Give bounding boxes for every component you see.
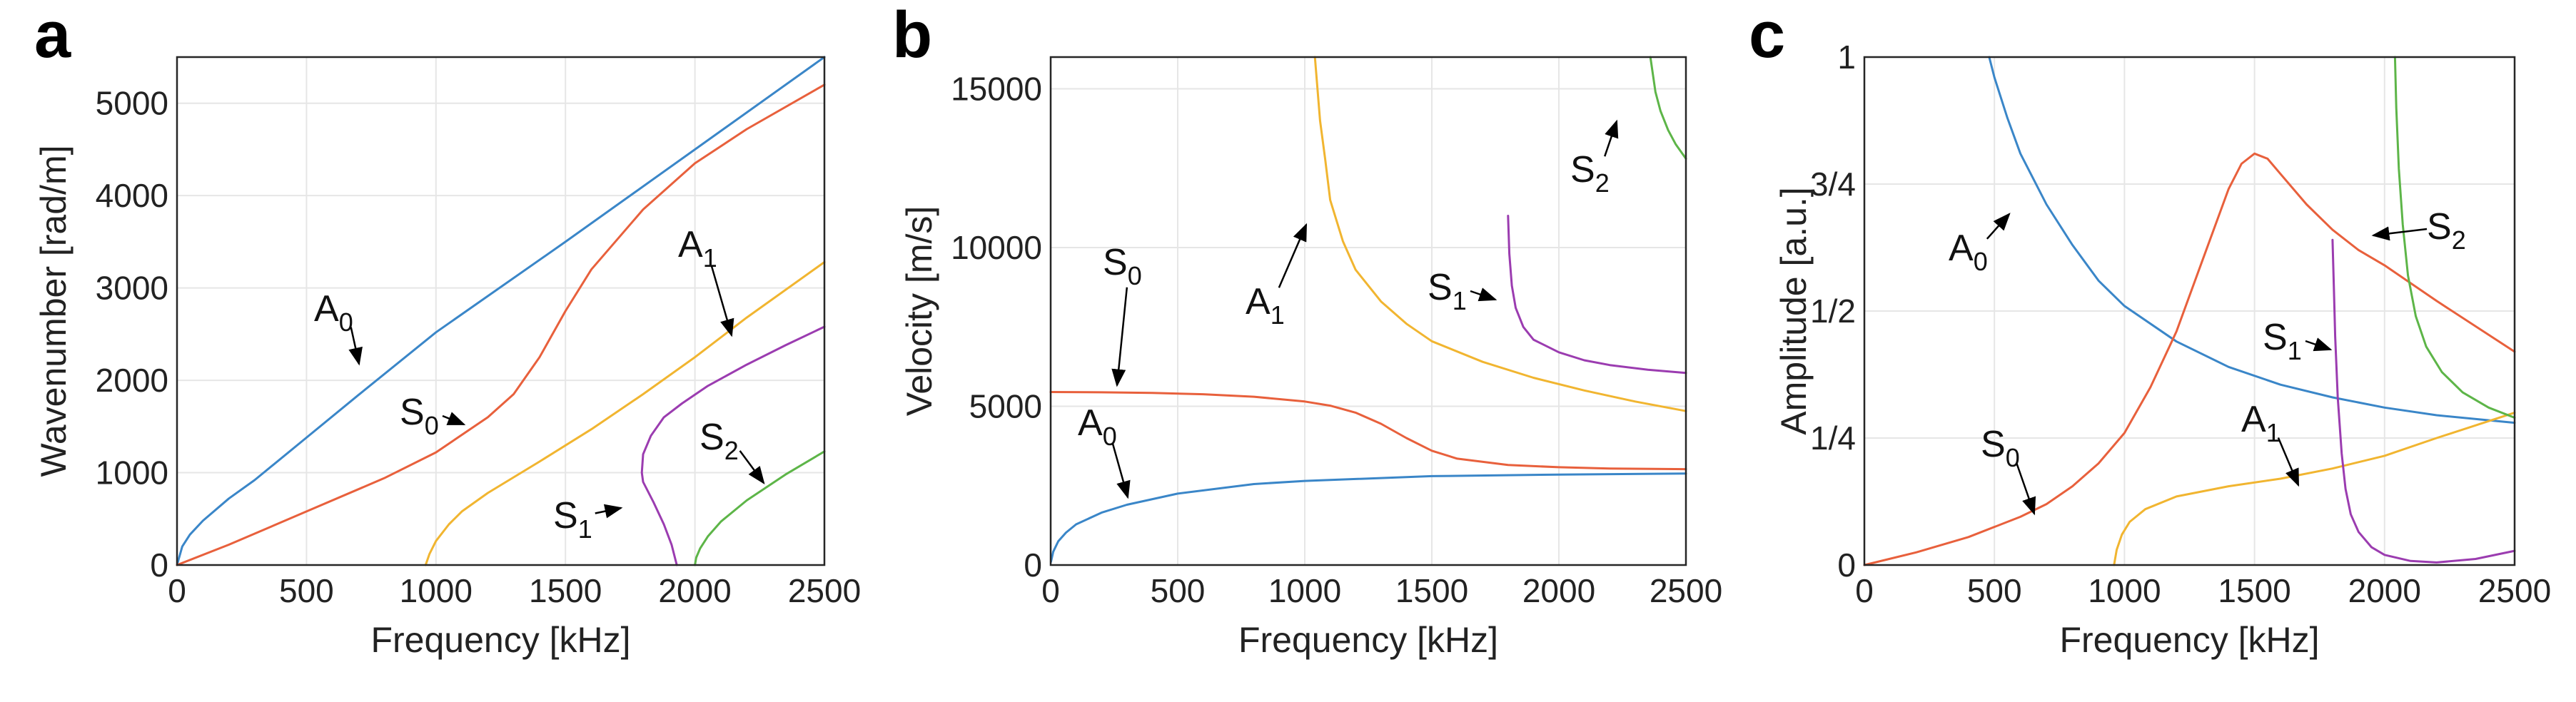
annotation-s1: S1 <box>553 495 592 544</box>
y-axis-label: Velocity [m/s] <box>899 206 939 417</box>
y-tick-label: 1/2 <box>1810 292 1856 330</box>
y-tick-label: 0 <box>150 546 168 584</box>
annotation-arrow <box>2371 226 2428 241</box>
annotation-arrow <box>348 327 363 366</box>
annotation-s0: S0 <box>1981 424 2020 472</box>
y-tick-label: 0 <box>1024 546 1042 584</box>
annotation-arrow <box>2305 337 2333 352</box>
x-tick-label: 2500 <box>788 572 861 609</box>
annotation-a1: A1 <box>2241 399 2280 447</box>
annotation-arrow <box>1604 119 1619 157</box>
x-tick-label: 500 <box>1151 572 1206 609</box>
x-tick-label: 1500 <box>1395 572 1468 609</box>
panel-a: a 0 500 1000 1500 2000 2500 0 1000 2000 3000 4000 50… <box>34 0 861 660</box>
x-axis-label: Frequency [kHz] <box>370 620 630 660</box>
x-tick-label: 1500 <box>529 572 602 609</box>
annotation-arrow <box>1986 213 2011 240</box>
x-axis-label: Frequency [kHz] <box>2059 620 2319 660</box>
y-tick-label: 1000 <box>96 454 168 492</box>
x-tick-label: 2500 <box>2478 572 2551 609</box>
annotation-arrow <box>2277 437 2300 487</box>
y-tick-label: 3000 <box>96 270 168 307</box>
annotation-s1: S1 <box>2263 317 2302 365</box>
series-a1 <box>424 260 826 566</box>
panel-letter: a <box>34 0 71 71</box>
annotation-s2: S2 <box>2427 206 2466 255</box>
x-tick-label: 1000 <box>2088 572 2161 609</box>
y-tick-label: 15000 <box>951 71 1042 108</box>
x-axis-label: Frequency [kHz] <box>1238 620 1498 660</box>
plot-frame <box>176 56 826 566</box>
series-a0 <box>176 56 826 566</box>
annotation-a1: A1 <box>678 224 717 273</box>
y-tick-label: 2000 <box>96 362 168 399</box>
annotation-arrow <box>1111 287 1128 387</box>
series-s0 <box>176 83 826 566</box>
x-tick-label: 0 <box>1855 572 1874 609</box>
annotation-arrow <box>1111 443 1131 499</box>
annotation-arrow <box>595 504 623 519</box>
annotation-arrow <box>442 412 466 426</box>
annotation-s2: S2 <box>1570 149 1610 198</box>
x-tick-label: 2500 <box>1650 572 1722 609</box>
series-s0 <box>1049 391 1687 471</box>
annotation-a0: A0 <box>1078 402 1117 451</box>
x-tick-label: 0 <box>168 572 186 609</box>
series-s0 <box>1863 152 2516 566</box>
series-s2 <box>1649 56 1687 160</box>
x-tick-label: 500 <box>1967 572 2022 609</box>
x-tick-label: 500 <box>279 572 334 609</box>
y-axis-label: Amplitude [a.u.] <box>1774 187 1814 434</box>
x-tick-label: 2000 <box>658 572 731 609</box>
series-s1 <box>2331 238 2516 564</box>
annotation-s2: S2 <box>699 417 739 465</box>
plot-frame <box>1049 56 1687 566</box>
panel-letter: b <box>892 0 932 71</box>
x-tick-label: 2000 <box>2348 572 2421 609</box>
x-tick-label: 1000 <box>1268 572 1341 609</box>
annotation-a0: A0 <box>1949 228 1988 276</box>
series-s1 <box>1507 215 1687 375</box>
series-s1 <box>640 325 826 566</box>
panel-letter: c <box>1749 0 1785 71</box>
series-s2 <box>2393 56 2516 419</box>
y-tick-label: 1 <box>1837 39 1856 76</box>
annotation-arrow <box>739 450 765 485</box>
annotation-arrow <box>1470 288 1497 302</box>
y-tick-label: 4000 <box>96 177 168 214</box>
x-tick-label: 0 <box>1041 572 1060 609</box>
series-a0 <box>1049 472 1687 563</box>
y-axis-label: Wavenumber [rad/m] <box>34 146 74 477</box>
y-tick-label: 3/4 <box>1810 166 1856 203</box>
series-a1 <box>1313 56 1687 412</box>
annotation-a0: A0 <box>314 288 353 337</box>
series-a0 <box>1988 56 2516 424</box>
annotation-arrow <box>2016 463 2036 516</box>
annotation-arrow <box>710 265 734 337</box>
x-tick-label: 1000 <box>400 572 473 609</box>
x-tick-label: 1500 <box>2218 572 2290 609</box>
annotation-s1: S1 <box>1428 267 1467 315</box>
series-s2 <box>694 450 826 566</box>
annotation-s0: S0 <box>400 392 439 440</box>
plot-frame <box>1863 56 2516 566</box>
y-tick-label: 0 <box>1837 546 1856 584</box>
y-tick-label: 10000 <box>951 229 1042 266</box>
x-tick-label: 2000 <box>1522 572 1595 609</box>
annotation-arrow <box>1278 223 1308 288</box>
y-tick-label: 5000 <box>96 85 168 122</box>
annotation-s0: S0 <box>1103 242 1142 290</box>
annotation-a1: A1 <box>1246 281 1285 330</box>
y-tick-label: 5000 <box>969 388 1042 425</box>
series-a1 <box>2113 411 2516 566</box>
panel-c: c 0 500 1000 1500 2000 2500 0 1/4 1/2 3/4 1 Frequenc… <box>1749 0 2551 660</box>
panel-b: b 0 500 1000 1500 2000 2500 0 5000 10000 15000 Freq… <box>892 0 1722 660</box>
y-tick-label: 1/4 <box>1810 419 1856 457</box>
